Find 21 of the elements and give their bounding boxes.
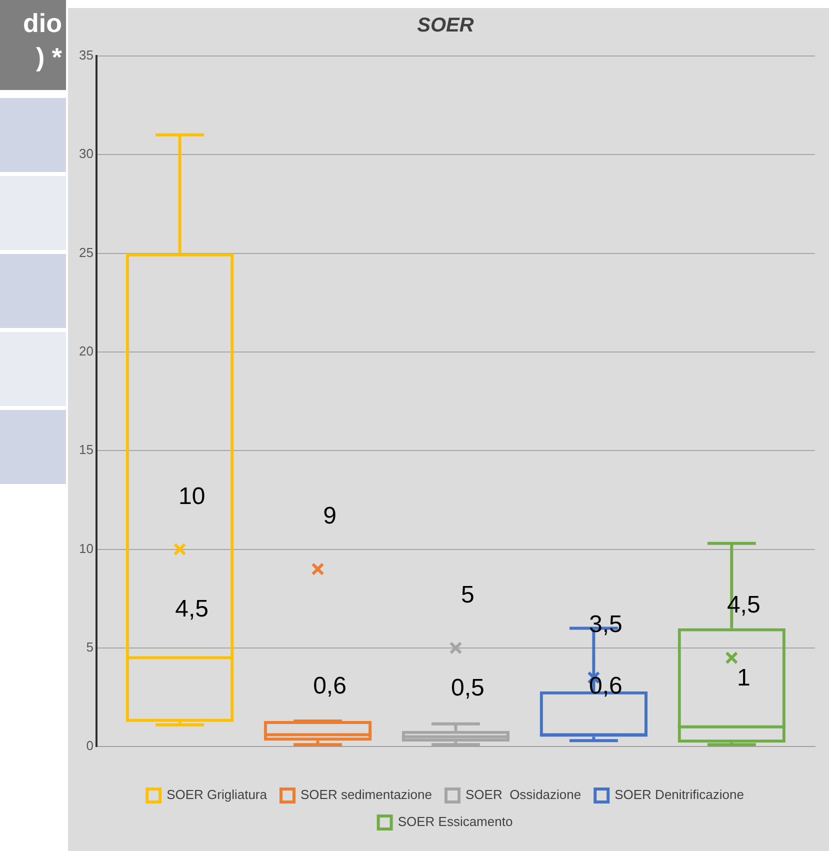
annotation: 0,5 xyxy=(451,674,484,702)
legend-label: SOER Essicamento xyxy=(398,814,513,830)
legend-label: SOER Grigliatura xyxy=(166,787,268,802)
annotation: 0,6 xyxy=(313,672,346,700)
annotation: 1 xyxy=(736,664,750,692)
y-tick-label: 20 xyxy=(78,344,94,359)
y-tick-label: 10 xyxy=(78,540,94,556)
annotation: 10 xyxy=(178,482,206,510)
legend-label: SOER Ossidazione xyxy=(466,787,582,802)
y-tick-label: 30 xyxy=(78,146,94,162)
y-tick-label: 0 xyxy=(86,738,94,754)
chart-title: SOER xyxy=(417,14,474,37)
annotation: 5 xyxy=(461,582,474,609)
y-tick-label: 15 xyxy=(78,442,94,458)
y-tick-label: 5 xyxy=(86,640,94,655)
annotation: 9 xyxy=(323,502,336,530)
y-tick-label: 25 xyxy=(78,244,94,260)
legend-label: SOER Denitrificazione xyxy=(614,787,744,802)
y-tick-label: 35 xyxy=(78,48,94,63)
legend-label: SOER sedimentazione xyxy=(300,787,432,802)
annotation: 4,5 xyxy=(175,595,208,622)
